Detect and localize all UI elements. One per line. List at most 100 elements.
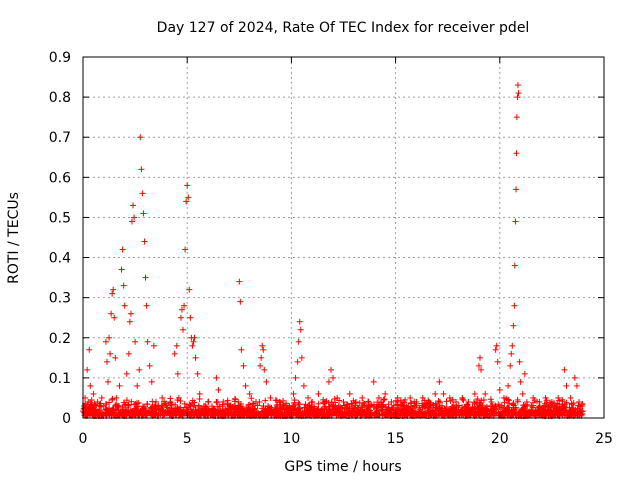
noise-point: [379, 402, 386, 409]
data-point: [127, 310, 134, 317]
data-point: [567, 394, 574, 401]
noise-point: [370, 404, 377, 411]
y-tick-labels: 0 0.1 0.2 0.3 0.4 0.5 0.6 0.7 0.8 0.9: [49, 50, 71, 427]
noise-point: [290, 406, 297, 413]
noise-point: [445, 410, 452, 417]
noise-point: [232, 396, 239, 403]
data-point: [530, 394, 537, 401]
data-point: [238, 346, 245, 353]
data-point: [155, 402, 162, 409]
noise-point: [234, 405, 241, 412]
data-point: [119, 246, 126, 253]
data-point: [453, 398, 460, 405]
data-point: [353, 398, 360, 405]
noise-point: [515, 412, 522, 419]
data-point: [388, 398, 395, 405]
noise-point: [112, 402, 119, 409]
data-point: [167, 398, 174, 405]
data-point: [294, 358, 301, 365]
noise-point: [505, 404, 512, 411]
data-point: [219, 402, 226, 409]
y-axis-label: ROTI / TECUs: [6, 192, 22, 284]
ticks-layer: [82, 56, 605, 419]
noise-point: [480, 409, 487, 416]
noise-point: [249, 400, 256, 407]
noise-point: [121, 401, 128, 408]
data-point: [475, 362, 482, 369]
data-point: [375, 394, 382, 401]
noise-point: [426, 402, 433, 409]
data-point: [478, 366, 485, 373]
noise-point: [336, 408, 343, 415]
noise-point: [504, 409, 511, 416]
noise-point: [536, 405, 543, 412]
y-tick-label: 0.7: [49, 130, 71, 146]
data-point: [125, 350, 132, 357]
noise-point: [373, 403, 380, 410]
noise-point: [435, 397, 442, 404]
data-point: [175, 394, 182, 401]
noise-point: [190, 403, 197, 410]
noise-point: [330, 406, 337, 413]
noise-point: [109, 395, 116, 402]
data-point: [511, 262, 518, 269]
data-point: [514, 82, 521, 89]
noise-point: [122, 409, 129, 416]
data-point: [419, 394, 426, 401]
data-point: [259, 342, 266, 349]
data-point: [132, 338, 139, 345]
y-tick-label: 0.3: [49, 291, 71, 307]
noise-point: [487, 402, 494, 409]
data-point: [555, 394, 562, 401]
grid-layer: [83, 57, 604, 418]
noise-point: [518, 409, 525, 416]
noise-point: [301, 412, 308, 419]
data-point: [225, 406, 232, 413]
data-point: [148, 378, 155, 385]
data-point: [178, 306, 185, 313]
plot-frame: [82, 56, 605, 419]
data-point: [370, 378, 377, 385]
data-point: [242, 382, 249, 389]
noise-point: [91, 402, 98, 409]
noise-point: [258, 412, 265, 419]
noise-point: [528, 403, 535, 410]
noise-point: [191, 412, 198, 419]
data-point: [309, 398, 316, 405]
noise-point: [187, 402, 194, 409]
data-point: [85, 398, 92, 405]
data-point: [213, 374, 220, 381]
data-point: [496, 386, 503, 393]
data-point: [436, 378, 443, 385]
data-point: [181, 302, 188, 309]
data-point: [300, 382, 307, 389]
noise-point: [488, 407, 495, 414]
data-point: [517, 378, 524, 385]
data-point: [305, 394, 312, 401]
noise-point: [110, 406, 117, 413]
noise-point: [315, 400, 322, 407]
data-point: [508, 350, 515, 357]
noise-point: [151, 412, 158, 419]
noise-point: [451, 404, 458, 411]
data-point: [280, 406, 287, 413]
noise-point: [140, 405, 147, 412]
noise-point: [579, 410, 586, 417]
data-point: [128, 218, 135, 225]
noise-point: [364, 405, 371, 412]
noise-point: [412, 408, 419, 415]
data-point: [110, 286, 117, 293]
noise-point: [540, 408, 547, 415]
data-point: [513, 114, 520, 121]
noise-point: [86, 411, 93, 418]
data-point: [137, 134, 144, 141]
data-point: [194, 370, 201, 377]
noise-point: [391, 409, 398, 416]
data-point: [142, 274, 149, 281]
x-tick-label: 5: [183, 431, 192, 447]
data-point: [432, 390, 439, 397]
data-point: [215, 386, 222, 393]
noise-point: [144, 401, 151, 408]
noise-point: [567, 407, 574, 414]
